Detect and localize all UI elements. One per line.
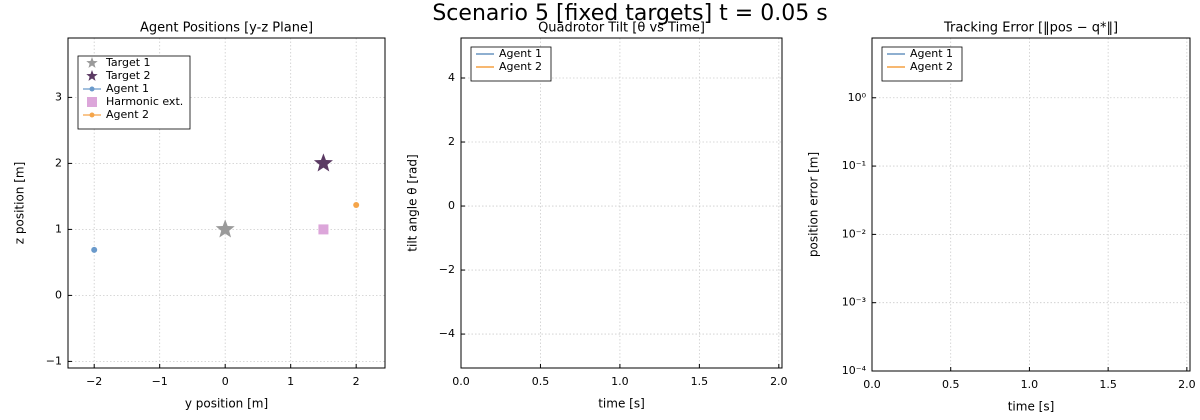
legend-label: Agent 2: [910, 60, 953, 73]
circle-marker: [91, 246, 98, 253]
x-tick-label: 1.0: [1021, 378, 1039, 391]
plot-frame: [460, 37, 783, 369]
circle-marker: [89, 112, 95, 118]
y-tick-label: 10⁻³: [842, 296, 866, 309]
x-tick-label: 1.0: [611, 375, 629, 388]
y-tick-label: 10⁻²: [842, 227, 866, 240]
x-tick-label: 0.0: [863, 378, 881, 391]
x-tick-label: 1.5: [1099, 378, 1117, 391]
x-tick-label: 2: [353, 375, 360, 388]
legend-label: Agent 1: [499, 47, 542, 60]
y-tick-label: 4: [448, 71, 455, 84]
legend-label: Harmonic ext.: [106, 95, 183, 108]
star-marker: [86, 70, 98, 81]
y-tick-label: −2: [439, 263, 455, 276]
star-marker: [215, 219, 235, 238]
x-tick-label: 0.5: [532, 375, 550, 388]
y-tick-label: 10⁰: [848, 91, 867, 104]
y-axis-label: z position [m]: [13, 162, 27, 245]
y-axis-label: position error [m]: [807, 152, 821, 257]
legend-box: [77, 55, 191, 130]
square-marker: [318, 224, 329, 235]
subplot-title: Tracking Error [‖pos − q*‖]: [943, 21, 1118, 36]
x-tick-label: −1: [152, 375, 168, 388]
legend-label: Target 2: [105, 69, 151, 82]
plot-frame: [871, 37, 1191, 372]
circle-marker: [353, 201, 360, 208]
square-marker: [87, 97, 97, 107]
legend-label: Agent 1: [910, 47, 953, 60]
y-tick-label: 0: [55, 288, 62, 301]
figure-title: Scenario 5 [fixed targets] t = 0.05 s: [432, 1, 827, 26]
y-tick-label: 0: [448, 199, 455, 212]
x-tick-label: 0.0: [452, 375, 470, 388]
plot-frame: [67, 37, 386, 369]
y-axis-label: tilt angle θ [rad]: [406, 154, 420, 251]
subplot-title: Agent Positions [y-z Plane]: [140, 21, 313, 36]
y-tick-label: 2: [448, 135, 455, 148]
star-marker: [86, 57, 98, 68]
y-tick-label: −4: [439, 327, 455, 340]
y-tick-label: 1: [55, 222, 62, 235]
legend-box: [881, 46, 963, 82]
x-tick-label: 2.0: [770, 375, 788, 388]
circle-marker: [89, 86, 95, 92]
x-axis-label: time [s]: [1008, 400, 1055, 414]
y-tick-label: 2: [55, 156, 62, 169]
x-tick-label: 0: [222, 375, 229, 388]
y-tick-label: 3: [55, 90, 62, 103]
y-tick-label: 10⁻⁴: [842, 364, 867, 377]
legend-box: [470, 46, 552, 82]
x-tick-label: −2: [86, 375, 102, 388]
x-tick-label: 0.5: [942, 378, 960, 391]
star-marker: [313, 153, 333, 172]
x-axis-label: time [s]: [598, 397, 645, 411]
x-tick-label: 1: [287, 375, 294, 388]
y-tick-label: 10⁻¹: [842, 159, 866, 172]
legend-label: Agent 2: [499, 60, 542, 73]
legend-label: Agent 1: [106, 82, 149, 95]
y-tick-label: −1: [46, 354, 62, 367]
x-axis-label: y position [m]: [185, 397, 268, 411]
x-tick-label: 2.0: [1178, 378, 1196, 391]
legend-label: Target 1: [105, 56, 151, 69]
legend-label: Agent 2: [106, 108, 149, 121]
x-tick-label: 1.5: [691, 375, 709, 388]
subplot-title: Quadrotor Tilt [θ vs Time]: [538, 21, 705, 36]
